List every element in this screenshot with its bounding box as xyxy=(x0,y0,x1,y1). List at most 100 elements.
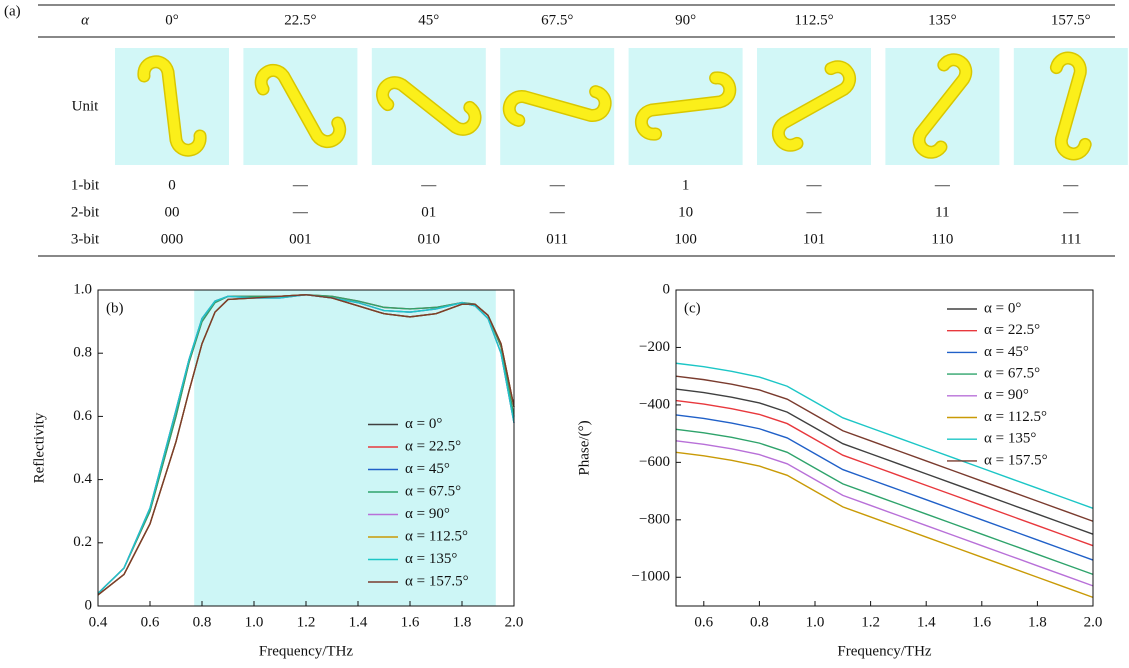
unit-s xyxy=(1051,53,1091,159)
table-cell: 101 xyxy=(803,231,826,247)
unit-s xyxy=(914,54,971,158)
table-cell: 01 xyxy=(421,204,436,220)
legend-label: α = 112.5° xyxy=(405,528,468,544)
table-cell: — xyxy=(1062,204,1079,220)
series-line xyxy=(675,451,1094,599)
x-tick-label: 1.2 xyxy=(861,614,880,630)
table-cell: — xyxy=(292,204,309,220)
x-tick-label: 1.4 xyxy=(917,614,936,630)
unit-s xyxy=(636,73,735,139)
table-cell: 1 xyxy=(682,177,690,193)
legend-label: α = 0° xyxy=(984,300,1021,316)
x-tick-label: 1.8 xyxy=(1028,614,1047,630)
x-axis-title: Frequency/THz xyxy=(837,643,931,659)
legend-label: α = 67.5° xyxy=(984,366,1040,382)
unit-s xyxy=(256,65,345,147)
series-line xyxy=(675,388,1094,535)
x-tick-label: 1.4 xyxy=(349,614,368,630)
plot-frame xyxy=(97,289,515,607)
series-line xyxy=(97,294,515,596)
unit-s xyxy=(773,61,855,151)
series-line xyxy=(675,414,1094,561)
y-tick-label: 0.4 xyxy=(73,471,92,487)
table-header: 90° xyxy=(675,12,696,28)
legend-label: α = 135° xyxy=(405,551,457,567)
table-cell: 011 xyxy=(546,231,568,247)
legend-label: α = 67.5° xyxy=(405,483,461,499)
legend-label: α = 90° xyxy=(984,387,1029,403)
table-cell: — xyxy=(806,177,823,193)
x-tick-label: 0.8 xyxy=(193,614,212,630)
unit-icon xyxy=(254,64,347,148)
unit-shape xyxy=(772,60,856,152)
unit-s xyxy=(139,57,205,155)
y-tick-label: −200 xyxy=(639,339,670,355)
row-label: 3-bit xyxy=(71,231,100,247)
legend-label: α = 45° xyxy=(984,344,1029,360)
table-cell: — xyxy=(549,204,566,220)
legend-label: α = 22.5° xyxy=(405,438,461,454)
table-cell: 111 xyxy=(1060,231,1081,247)
x-tick-label: 0.6 xyxy=(141,614,160,630)
unit-icon xyxy=(502,85,612,127)
y-tick-label: −800 xyxy=(639,511,670,527)
unit-shape xyxy=(635,71,737,141)
legend-label: α = 22.5° xyxy=(984,322,1040,338)
table-cell: 010 xyxy=(418,231,441,247)
legend-label: α = 90° xyxy=(405,506,450,522)
series-line xyxy=(675,362,1094,509)
row-label: Unit xyxy=(72,98,100,114)
table-cell: — xyxy=(1062,177,1079,193)
table-cell: 100 xyxy=(674,231,697,247)
table-cell: — xyxy=(420,177,437,193)
unit-shape xyxy=(1049,51,1092,161)
panel-label: (c) xyxy=(684,300,701,316)
x-tick-label: 0.6 xyxy=(694,614,713,630)
unit-icon xyxy=(772,60,856,152)
series-line xyxy=(675,375,1094,522)
unit-shape xyxy=(137,55,207,157)
legend-label: α = 45° xyxy=(405,461,450,477)
y-tick-label: 0.8 xyxy=(73,345,92,361)
unit-shape xyxy=(254,64,347,148)
unit-icon xyxy=(1049,51,1092,161)
y-tick-label: −400 xyxy=(639,396,670,412)
unit-s xyxy=(504,86,611,126)
legend-label: α = 0° xyxy=(405,416,442,432)
legend-label: α = 112.5° xyxy=(984,409,1047,425)
table-header: 67.5° xyxy=(541,12,573,28)
unit-shape xyxy=(912,53,973,159)
x-tick-label: 0.8 xyxy=(750,614,769,630)
x-tick-label: 1.2 xyxy=(297,614,316,630)
legend-label: α = 157.5° xyxy=(984,452,1048,468)
x-tick-label: 1.6 xyxy=(972,614,991,630)
table-header: 45° xyxy=(418,12,439,28)
y-tick-label: 0 xyxy=(663,281,671,297)
unit-shape xyxy=(376,76,482,136)
y-axis-title: Reflectivity xyxy=(31,412,47,483)
table-cell: 110 xyxy=(931,231,953,247)
x-tick-label: 0.4 xyxy=(89,614,108,630)
unit-icon xyxy=(912,53,973,159)
y-tick-label: 1.0 xyxy=(73,281,92,297)
table-cell: 000 xyxy=(161,231,184,247)
table-header: 112.5° xyxy=(794,12,833,28)
unit-shape xyxy=(502,85,612,127)
table-cell: — xyxy=(292,177,309,193)
series-line xyxy=(675,428,1094,576)
table-cell: 00 xyxy=(165,204,180,220)
x-tick-label: 2.0 xyxy=(505,614,524,630)
table-cell: — xyxy=(549,177,566,193)
table-cell: — xyxy=(806,204,823,220)
panel-label: (b) xyxy=(106,300,124,316)
legend-label: α = 157.5° xyxy=(405,573,469,589)
y-tick-label: 0.6 xyxy=(73,408,92,424)
x-tick-label: 1.0 xyxy=(245,614,264,630)
table-cell: 11 xyxy=(935,204,949,220)
unit-icon xyxy=(376,76,482,136)
legend-label: α = 135° xyxy=(984,431,1036,447)
row-label: 2-bit xyxy=(71,204,100,220)
table-cell: 001 xyxy=(289,231,312,247)
